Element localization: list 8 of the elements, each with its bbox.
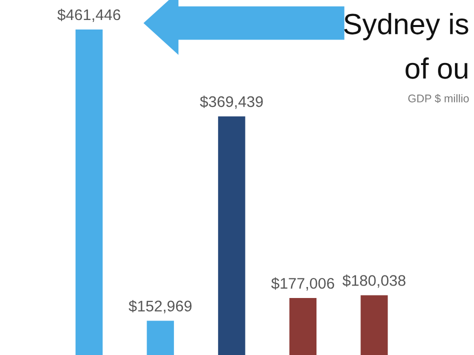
- annotation: Sydney is: [344, 13, 468, 40]
- data-label: $180,038: [342, 274, 406, 288]
- data-label: $369,439: [200, 96, 263, 109]
- data-label: $177,006: [271, 277, 334, 291]
- annotation: GDP $ millio: [408, 94, 469, 104]
- data-label: $461,446: [57, 8, 120, 22]
- annotation: of ou: [406, 57, 468, 79]
- data-label: $152,969: [128, 300, 192, 314]
